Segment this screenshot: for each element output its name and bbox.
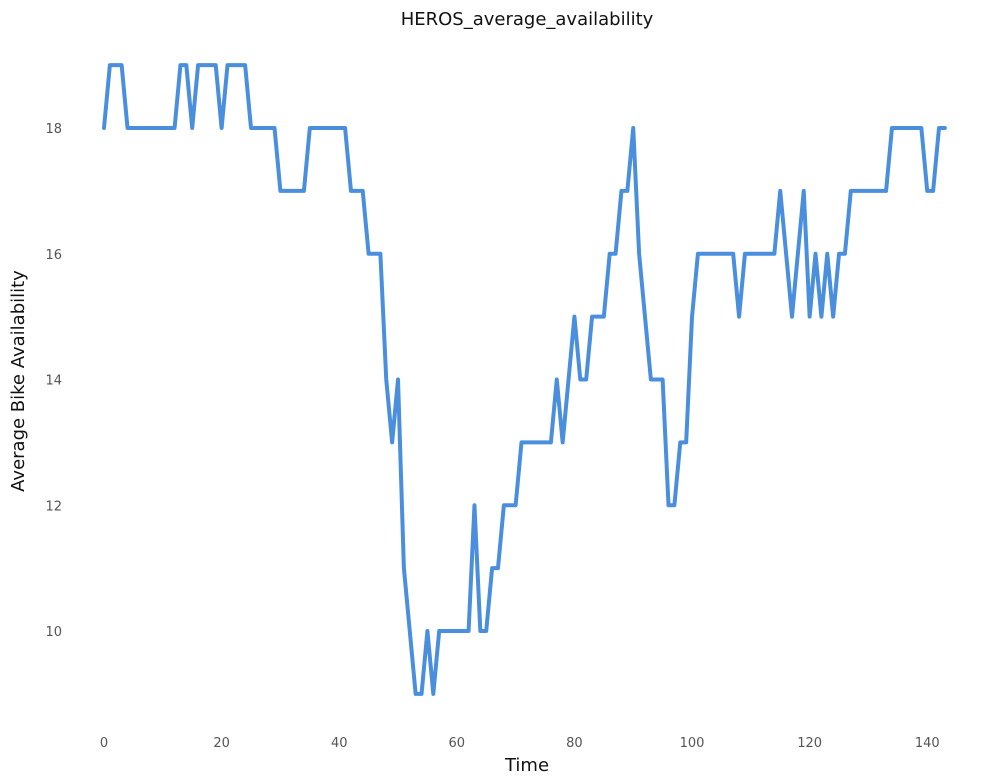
y-tick-label: 10 [45, 625, 62, 640]
x-tick-label: 100 [680, 736, 705, 751]
x-tick-label: 140 [915, 736, 940, 751]
y-axis-label: Average Bike Availability [8, 270, 29, 492]
x-axis-label: Time [504, 755, 549, 776]
y-tick-label: 14 [45, 374, 62, 389]
x-tick-label: 80 [566, 736, 583, 751]
x-tick-label: 0 [100, 736, 108, 751]
y-tick-label: 12 [45, 499, 62, 514]
series-line [102, 63, 947, 696]
y-tick-label: 18 [45, 122, 62, 137]
x-tick-label: 60 [449, 736, 466, 751]
x-tick-label: 120 [797, 736, 822, 751]
x-tick-label: 40 [331, 736, 348, 751]
x-axis-ticks: 0 20 40 60 80 100 120 140 [100, 736, 940, 751]
series-layer [102, 63, 947, 696]
x-tick-label: 20 [213, 736, 230, 751]
y-tick-label: 16 [45, 248, 62, 263]
y-axis-ticks: 10 12 14 16 18 [45, 122, 62, 640]
chart-title: HEROS_average_availability [401, 9, 654, 30]
